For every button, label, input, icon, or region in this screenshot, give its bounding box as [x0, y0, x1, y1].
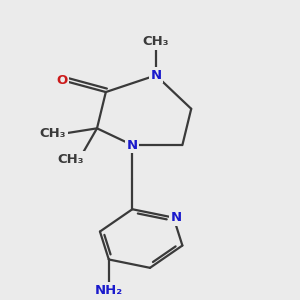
- Text: N: N: [127, 139, 138, 152]
- Text: N: N: [150, 69, 161, 82]
- Text: O: O: [56, 74, 67, 87]
- Text: CH₃: CH₃: [142, 35, 169, 48]
- Text: CH₃: CH₃: [57, 152, 84, 166]
- Text: CH₃: CH₃: [40, 128, 66, 140]
- Text: NH₂: NH₂: [95, 284, 123, 297]
- Text: N: N: [171, 211, 182, 224]
